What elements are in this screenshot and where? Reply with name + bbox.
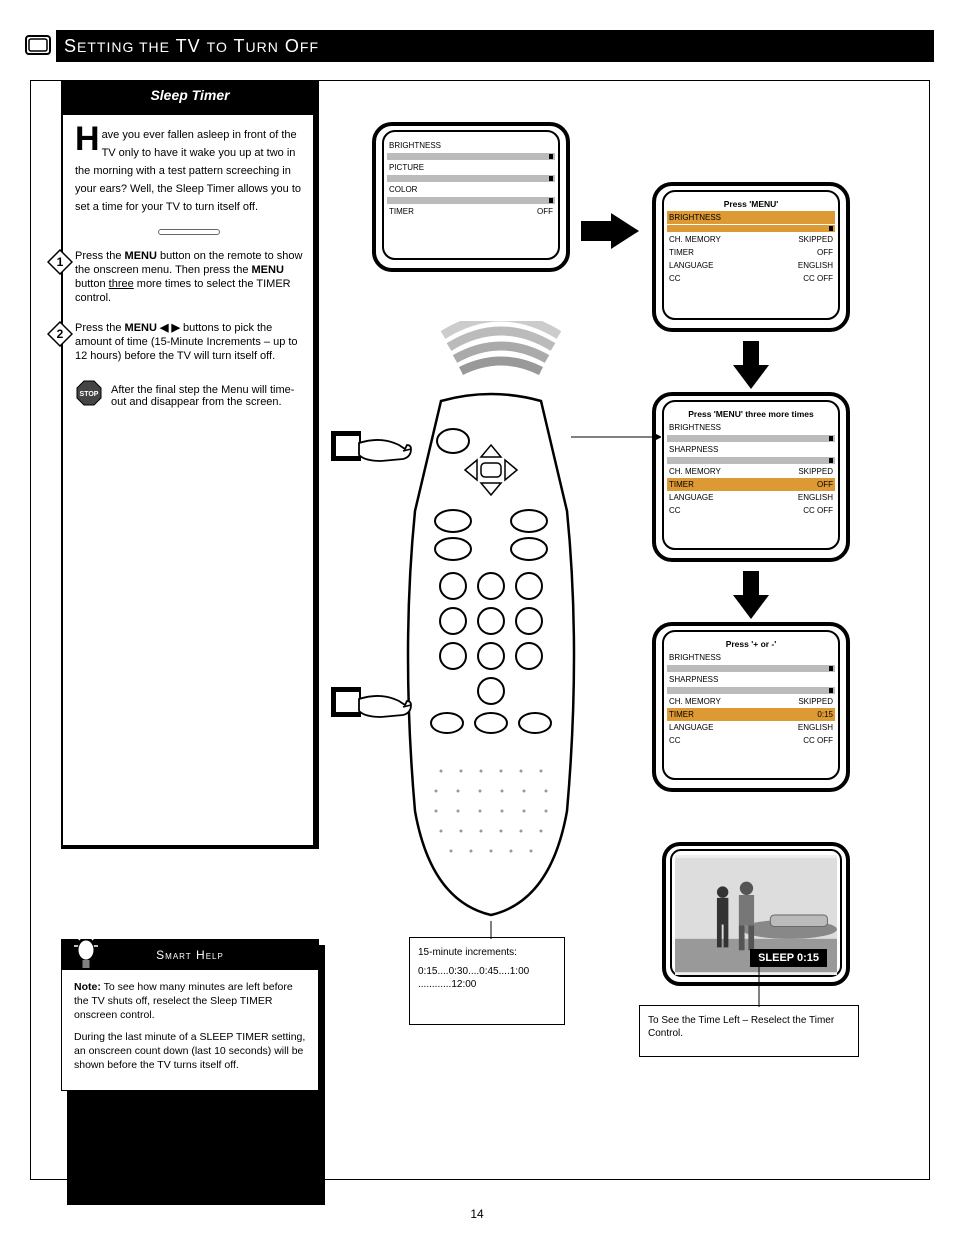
arrow-down-icon [731, 571, 771, 626]
svg-text:2: 2 [57, 327, 64, 341]
tv-icon [20, 30, 56, 62]
smart-help-header: Smart Help [62, 940, 318, 970]
page-number: 14 [0, 1207, 954, 1221]
tv-screen-1: BRIGHTNESS PICTURE COLOR TIMEROFF [371, 121, 571, 276]
step-1-text: Press the MENU button on the remote to s… [75, 249, 303, 305]
menu-row: BRIGHTNESS [387, 139, 555, 152]
step-2-diamond-icon: 2 [47, 321, 73, 352]
step-2-text: Press the MENU ◀ ▶ buttons to pick the a… [75, 321, 303, 363]
stop-note: STOP After the final step the Menu will … [75, 379, 303, 412]
intro-paragraph: H ave you ever fallen asleep in front of… [75, 125, 303, 215]
arrow-right-icon [581, 211, 641, 256]
pointing-hand-icon [331, 421, 431, 486]
arrow-down-icon [731, 341, 771, 396]
tv-screen-2: Press 'MENU' BRIGHTNESS CH. MEMORYSKIPPE… [651, 181, 851, 336]
tv-screen-3: Press 'MENU' three more times BRIGHTNESS… [651, 391, 851, 566]
step-1-diamond-icon: 1 [47, 249, 73, 280]
header-title: SETTING THE TV TO TURN OFF [64, 36, 319, 57]
tv2-menu: Press 'MENU' BRIGHTNESS CH. MEMORYSKIPPE… [667, 199, 835, 316]
decorative-pill [158, 229, 220, 235]
smart-help-body: Note: To see how many minutes are left b… [62, 970, 318, 1090]
tv-screen-4: Press '+ or -' BRIGHTNESS SHARPNESS CH. … [651, 621, 851, 796]
callout-connector [481, 921, 501, 941]
step-1: 1 Press the MENU button on the remote to… [75, 249, 303, 305]
lightbulb-icon [72, 930, 100, 977]
tv3-menu: Press 'MENU' three more times BRIGHTNESS… [667, 409, 835, 542]
callout-increments: 15-minute increments: 0:15....0:30....0:… [409, 937, 565, 1025]
main-frame: Sleep Timer H ave you ever fallen asleep… [30, 80, 930, 1180]
page-header: SETTING THE TV TO TURN OFF [20, 30, 934, 62]
tv4-menu: Press '+ or -' BRIGHTNESS SHARPNESS CH. … [667, 639, 835, 772]
smart-help-title: Smart Help [62, 940, 318, 970]
stop-icon: STOP [75, 379, 103, 412]
smart-help-panel: Smart Help Note: To see how many minutes… [61, 939, 319, 1091]
svg-text:STOP: STOP [80, 391, 99, 398]
stop-text: After the final step the Menu will time-… [111, 384, 303, 408]
instruction-body: H ave you ever fallen asleep in front of… [63, 115, 313, 845]
step-2: 2 Press the MENU ◀ ▶ buttons to pick the… [75, 321, 303, 363]
signal-icon [441, 321, 561, 386]
callout-result: To See the Time Left – Reselect the Time… [639, 1005, 859, 1057]
tv-photo: SLEEP 0:15 [675, 855, 837, 975]
instruction-panel: Sleep Timer H ave you ever fallen asleep… [61, 81, 319, 849]
panel-title: Sleep Timer [61, 87, 319, 103]
svg-text:1: 1 [57, 255, 64, 269]
pointing-hand-icon [331, 677, 431, 742]
callout-connector [749, 959, 769, 1007]
tv1-menu: BRIGHTNESS PICTURE COLOR TIMEROFF [387, 139, 555, 256]
